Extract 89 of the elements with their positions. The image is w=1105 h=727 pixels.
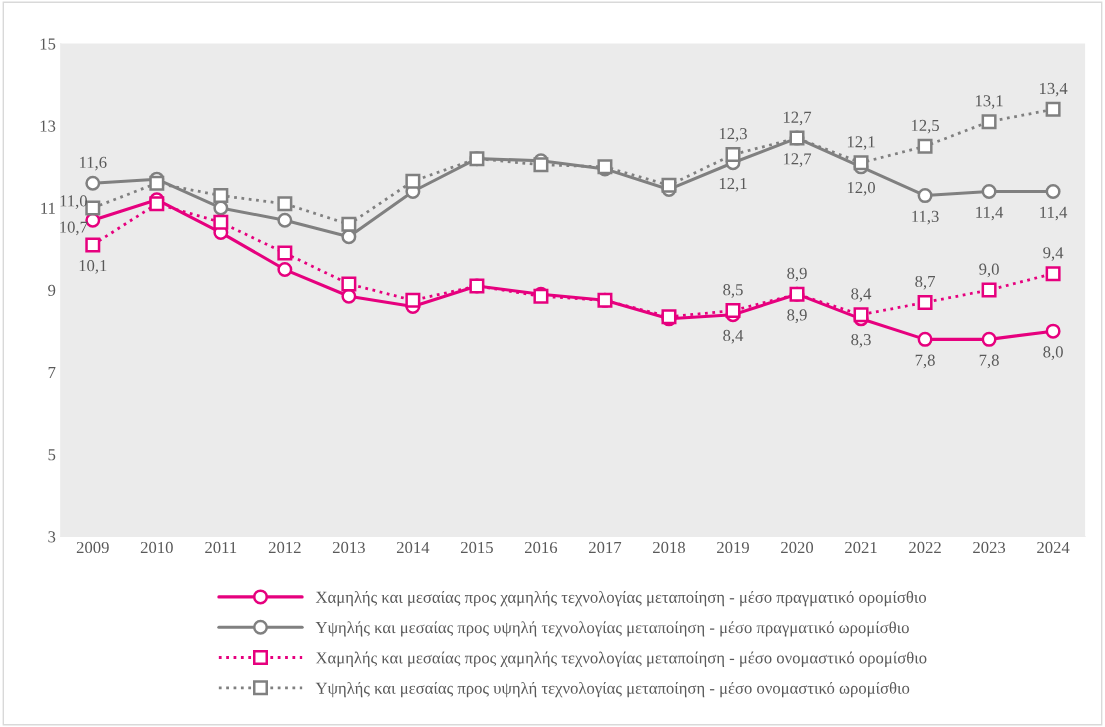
y-tick-label: 7 — [48, 367, 56, 379]
data-label: 8,5 — [723, 284, 743, 298]
data-label: 12,7 — [783, 111, 812, 126]
data-label: 8,7 — [915, 275, 935, 290]
x-tick-label: 2024 — [1037, 541, 1070, 554]
x-tick-label: 2009 — [76, 541, 109, 554]
point — [1045, 266, 1061, 282]
point — [853, 155, 869, 171]
data-label: 8,9 — [787, 267, 807, 282]
point — [981, 114, 997, 130]
data-label: 10,7 — [60, 221, 88, 236]
data-label: 8,4 — [851, 288, 872, 302]
data-label: 11,4 — [1040, 206, 1068, 221]
data-label: 7,8 — [915, 354, 935, 369]
x-tick-label: 2016 — [525, 541, 558, 554]
data-label: 9,0 — [979, 263, 999, 278]
legend-label: Χαμηλής και μεσαίας προς χαμηλής τεχνολογίας μεταποίηση - μέσο πραγματικό ορομίσθιο — [315, 590, 927, 607]
point — [213, 214, 229, 230]
point — [981, 282, 997, 298]
legend-label: Υψηλής και μεσαίας προς υψηλή τεχνολογίας μεταποίηση - μέσο πραγματικό ωρομίσθιο — [315, 621, 909, 637]
data-label: 12,5 — [911, 119, 939, 134]
point — [1045, 323, 1061, 339]
y-tick-label: 11 — [41, 202, 55, 214]
x-tick-label: 2010 — [140, 541, 173, 554]
x-tick-label: 2017 — [589, 541, 622, 554]
point — [981, 331, 997, 347]
data-label: 10,1 — [79, 260, 107, 274]
data-label: 12,3 — [719, 128, 747, 142]
x-tick-label: 2022 — [909, 541, 941, 554]
data-label: 12,7 — [783, 153, 812, 167]
y-tick-label: 15 — [40, 38, 56, 50]
x-tick-label: 2015 — [460, 541, 493, 554]
x-tick-label: 2012 — [268, 541, 301, 554]
x-tick-label: 2011 — [205, 541, 237, 554]
data-label: 12,1 — [847, 136, 875, 150]
point — [405, 292, 421, 308]
x-tick-label: 2013 — [332, 541, 365, 554]
x-tick-label: 2023 — [973, 541, 1006, 554]
y-tick-label: 3 — [48, 531, 56, 543]
data-label: 8,0 — [1043, 346, 1063, 360]
data-label: 11,6 — [79, 156, 107, 171]
point — [1045, 183, 1061, 199]
point — [149, 196, 165, 212]
data-label: 13,4 — [1039, 82, 1068, 97]
data-label: 9,4 — [1043, 247, 1064, 261]
y-tick-label: 5 — [48, 449, 56, 461]
point — [917, 188, 933, 204]
x-tick-label: 2020 — [781, 541, 814, 554]
point — [917, 138, 933, 154]
point — [789, 286, 805, 302]
x-tick-label: 2018 — [653, 541, 686, 554]
data-label: 8,3 — [851, 333, 871, 348]
point — [277, 196, 293, 212]
data-label: 12,0 — [847, 181, 875, 196]
point — [277, 262, 293, 278]
point — [213, 188, 229, 204]
point — [853, 307, 869, 323]
point — [149, 175, 165, 191]
point — [405, 173, 421, 189]
point — [661, 177, 677, 193]
y-tick-label: 13 — [40, 120, 56, 132]
x-tick-label: 2021 — [845, 541, 877, 554]
data-label: 8,4 — [723, 329, 744, 344]
y-tick-label: 9 — [48, 284, 56, 297]
point — [917, 331, 933, 347]
point — [277, 245, 293, 261]
point — [85, 200, 101, 216]
point — [85, 237, 101, 253]
point — [725, 147, 741, 163]
point — [85, 175, 101, 191]
data-label: 12,1 — [719, 177, 747, 192]
point — [341, 276, 357, 292]
data-label: 13,1 — [975, 95, 1003, 109]
point — [277, 212, 293, 228]
point — [1045, 101, 1061, 117]
data-label: 8,9 — [787, 309, 807, 323]
data-label: 11,3 — [912, 210, 939, 225]
point — [981, 183, 997, 199]
x-tick-label: 2019 — [717, 541, 749, 554]
point — [533, 157, 549, 173]
legend-label: Χαμηλής και μεσαίας προς χαμηλής τεχνολογίας μεταποίηση - μέσο ονομαστικό ορομίσθιο — [315, 651, 927, 667]
point — [917, 294, 933, 310]
legend-label: Υψηλής και μεσαίας προς υψηλή τεχνολογίας μεταποίηση - μέσο ονομαστικό ωρομίσθιο — [315, 681, 910, 698]
data-label: 7,8 — [979, 354, 999, 369]
data-label: 11,4 — [976, 206, 1004, 221]
data-label: 11,0 — [60, 195, 87, 209]
x-tick-label: 2014 — [396, 541, 430, 554]
point — [725, 303, 741, 319]
point — [341, 216, 357, 232]
